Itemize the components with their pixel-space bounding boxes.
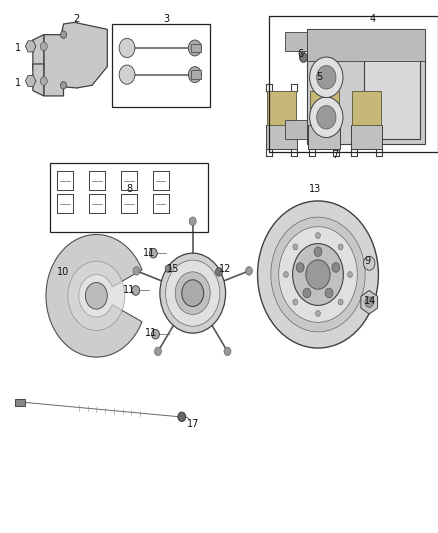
Circle shape (119, 65, 135, 84)
Text: 11: 11 (123, 286, 135, 295)
Bar (351, 125, 382, 149)
Bar (307, 29, 425, 144)
Polygon shape (44, 22, 107, 96)
Text: 11: 11 (145, 328, 157, 338)
Circle shape (338, 299, 343, 305)
Circle shape (303, 288, 311, 298)
Circle shape (68, 261, 125, 330)
Circle shape (317, 106, 336, 129)
Circle shape (314, 247, 322, 256)
Text: 17: 17 (187, 419, 199, 429)
Bar (364, 35, 420, 139)
Polygon shape (361, 290, 378, 314)
Circle shape (315, 311, 321, 317)
Circle shape (166, 260, 220, 326)
Circle shape (188, 67, 201, 83)
Bar (266, 125, 297, 149)
Text: 1: 1 (14, 78, 21, 87)
Bar (191, 70, 201, 79)
Circle shape (165, 265, 171, 272)
Circle shape (293, 244, 298, 250)
Circle shape (85, 282, 107, 309)
Text: 1: 1 (14, 43, 21, 53)
Circle shape (364, 256, 375, 270)
Polygon shape (25, 41, 36, 52)
Circle shape (310, 57, 343, 98)
Circle shape (132, 286, 140, 295)
Bar (191, 44, 201, 52)
Circle shape (293, 299, 298, 305)
Circle shape (306, 260, 330, 289)
Text: 10: 10 (57, 267, 70, 277)
Text: 8: 8 (126, 184, 132, 194)
Text: 3: 3 (163, 14, 170, 23)
Polygon shape (46, 235, 142, 357)
Text: 4: 4 (369, 14, 375, 23)
Bar (307, 29, 425, 61)
Bar (285, 120, 307, 139)
Text: 12: 12 (219, 264, 232, 274)
Circle shape (175, 272, 210, 314)
Polygon shape (33, 35, 44, 69)
Circle shape (283, 271, 288, 278)
Text: 9: 9 (365, 256, 371, 266)
Bar (285, 32, 307, 51)
Circle shape (189, 217, 196, 225)
Circle shape (155, 347, 162, 356)
Circle shape (133, 266, 140, 275)
Circle shape (149, 248, 157, 258)
Circle shape (325, 288, 333, 298)
Text: 15: 15 (167, 264, 179, 274)
Polygon shape (33, 64, 44, 96)
Text: 13: 13 (309, 184, 321, 194)
Circle shape (258, 201, 378, 348)
Circle shape (119, 38, 135, 58)
Circle shape (296, 263, 304, 272)
Text: 2: 2 (74, 14, 80, 23)
Circle shape (160, 253, 226, 333)
Circle shape (317, 66, 336, 89)
Circle shape (182, 280, 204, 306)
Circle shape (60, 31, 67, 38)
Circle shape (60, 82, 67, 89)
Bar (352, 91, 381, 125)
Circle shape (365, 297, 374, 308)
Circle shape (279, 227, 357, 322)
Bar (50, 163, 208, 232)
Bar (112, 24, 210, 107)
Text: 7: 7 (332, 150, 338, 159)
Circle shape (40, 42, 47, 51)
Bar (267, 91, 296, 125)
Text: 5: 5 (317, 72, 323, 82)
Circle shape (348, 271, 353, 278)
Bar (15, 399, 25, 406)
Circle shape (300, 53, 307, 62)
Circle shape (178, 412, 186, 422)
Bar (308, 125, 340, 149)
Bar (269, 16, 438, 152)
Text: 6: 6 (297, 50, 303, 59)
Circle shape (40, 77, 47, 85)
Polygon shape (25, 76, 36, 86)
Circle shape (338, 244, 343, 250)
Text: 14: 14 (364, 296, 376, 306)
Circle shape (315, 232, 321, 238)
Circle shape (224, 347, 231, 356)
Circle shape (152, 329, 159, 339)
Circle shape (332, 263, 340, 272)
Circle shape (310, 97, 343, 138)
Bar (310, 91, 339, 125)
Circle shape (215, 268, 223, 276)
Text: 11: 11 (143, 248, 155, 258)
Circle shape (293, 244, 343, 305)
Circle shape (271, 217, 365, 332)
Circle shape (245, 266, 252, 275)
Circle shape (188, 40, 201, 56)
